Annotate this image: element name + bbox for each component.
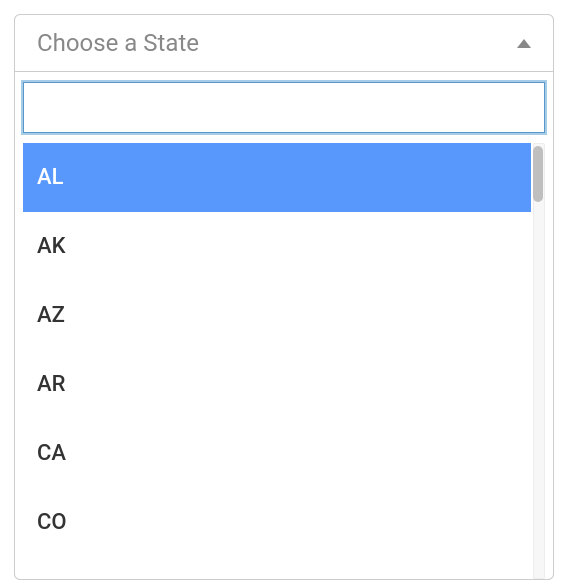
options-list: AL AK AZ AR CA CO [23,143,531,557]
option-item[interactable]: CA [23,419,531,488]
option-item[interactable]: CO [23,488,531,557]
select-placeholder: Choose a State [37,29,199,57]
option-item[interactable]: AZ [23,281,531,350]
chevron-up-icon [517,39,531,48]
scrollbar-thumb[interactable] [533,146,543,202]
option-item[interactable]: AR [23,350,531,419]
select-dropdown: AL AK AZ AR CA CO [15,71,553,579]
select-header[interactable]: Choose a State [15,15,553,71]
options-wrapper: AL AK AZ AR CA CO [23,143,545,579]
search-input[interactable] [23,82,545,133]
state-select: Choose a State AL AK AZ AR CA CO [14,14,554,580]
scrollbar-track[interactable] [533,143,545,579]
option-item[interactable]: AL [23,143,531,212]
option-item[interactable]: AK [23,212,531,281]
